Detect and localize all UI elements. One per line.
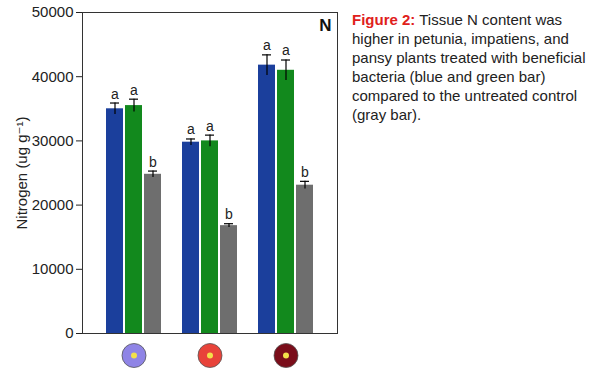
- svg-text:10000: 10000: [32, 260, 74, 277]
- svg-text:b: b: [301, 164, 309, 180]
- svg-text:b: b: [149, 154, 157, 170]
- svg-text:20000: 20000: [32, 196, 74, 213]
- svg-text:a: a: [111, 86, 119, 102]
- html-text:Figure 2: Tissue N content was: Figure 2: Tissue N content was higher in…: [352, 11, 586, 123]
- svg-text:50000: 50000: [32, 3, 74, 20]
- svg-text:a: a: [282, 42, 290, 58]
- svg-text:b: b: [225, 206, 233, 222]
- svg-text:a: a: [130, 82, 138, 98]
- svg-text:a: a: [187, 121, 195, 137]
- svg-text:0: 0: [65, 324, 73, 341]
- svg-text:N: N: [319, 16, 331, 35]
- svg-text:Nitrogen (ug g⁻¹): Nitrogen (ug g⁻¹): [13, 117, 30, 230]
- svg-text:a: a: [263, 37, 271, 53]
- svg-text:30000: 30000: [32, 132, 74, 149]
- svg-text:40000: 40000: [32, 68, 74, 85]
- svg-text:a: a: [206, 118, 214, 134]
